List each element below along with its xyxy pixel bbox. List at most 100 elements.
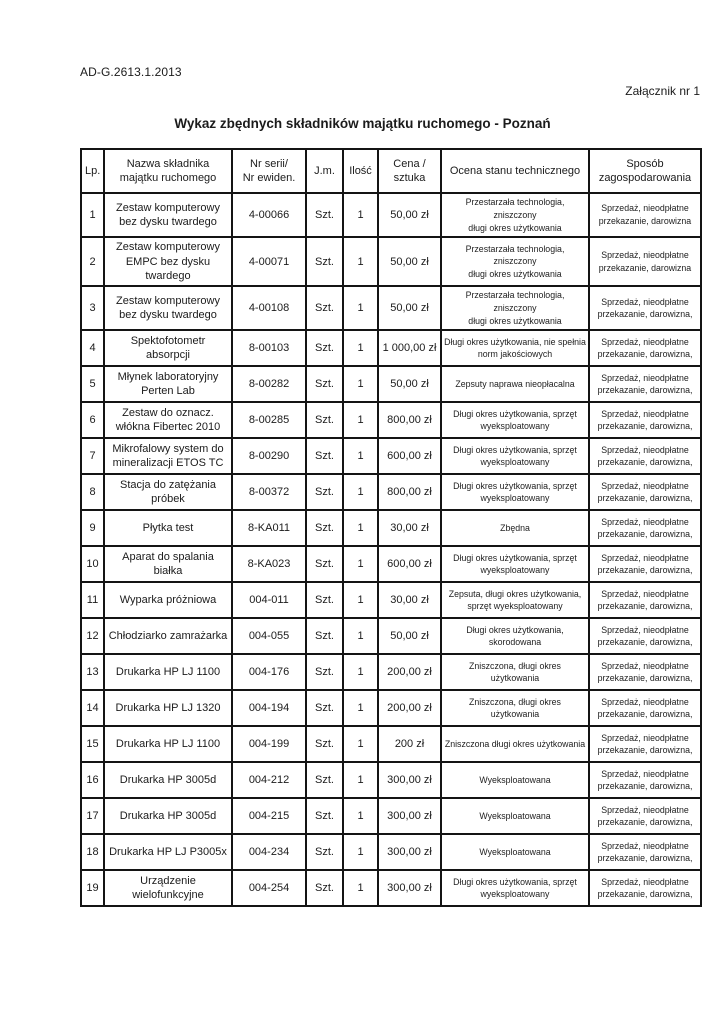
cell-price: 50,00 zł: [377, 285, 442, 332]
table-row: 13 Drukarka HP LJ 1100 004-176 Szt. 1 20…: [80, 653, 702, 692]
cell-disposal: Sprzedaż, nieodpłatne przekazanie, darow…: [588, 761, 702, 800]
cell-condition: Zniszczona, długi okres użytkowania: [440, 653, 590, 692]
cell-name: Wyparka próżniowa: [103, 581, 233, 620]
cell-disposal: Sprzedaż, nieodpłatne przekazanie, darow…: [588, 509, 702, 548]
cell-name: Zestaw komputerowy bez dysku twardego: [103, 191, 233, 239]
cell-lp: 1: [80, 191, 105, 239]
table-row: 11 Wyparka próżniowa 004-011 Szt. 1 30,0…: [80, 581, 702, 620]
header-serial: Nr serii/ Nr ewiden.: [231, 148, 307, 194]
cell-lp: 13: [80, 653, 105, 692]
cell-name: Zestaw komputerowy EMPC bez dysku twarde…: [103, 236, 233, 288]
cell-qty: 1: [342, 797, 379, 836]
cell-unit: Szt.: [305, 653, 344, 692]
cell-qty: 1: [342, 437, 379, 476]
cell-qty: 1: [342, 191, 379, 239]
cell-price: 50,00 zł: [377, 365, 442, 404]
cell-condition: Przestarzała technologia, zniszczony dłu…: [440, 191, 590, 239]
table-row: 10 Aparat do spalania białka 8-KA023 Szt…: [80, 545, 702, 584]
cell-serial: 8-KA011: [231, 509, 307, 548]
cell-price: 1 000,00 zł: [377, 329, 442, 368]
cell-disposal: Sprzedaż, nieodpłatne przekazanie, darow…: [588, 329, 702, 368]
cell-unit: Szt.: [305, 617, 344, 656]
page-title: Wykaz zbędnych składników majątku ruchom…: [174, 116, 551, 131]
cell-disposal: Sprzedaż, nieodpłatne przekazanie, darow…: [588, 285, 702, 332]
cell-condition: Przestarzała technologia, zniszczony dłu…: [440, 236, 590, 288]
table-row: 3 Zestaw komputerowy bez dysku twardego …: [80, 285, 702, 332]
table-row: 5 Młynek laboratoryjny Perten Lab 8-0028…: [80, 365, 702, 404]
table-row: 9 Płytka test 8-KA011 Szt. 1 30,00 zł Zb…: [80, 509, 702, 548]
cell-price: 30,00 zł: [377, 581, 442, 620]
cell-disposal: Sprzedaż, nieodpłatne przekazanie, darow…: [588, 869, 702, 908]
header-price: Cena / sztuka: [377, 148, 442, 194]
cell-lp: 11: [80, 581, 105, 620]
cell-unit: Szt.: [305, 401, 344, 440]
cell-condition: Długi okres użytkowania, sprzęt wyeksplo…: [440, 869, 590, 908]
cell-serial: 004-055: [231, 617, 307, 656]
cell-serial: 004-194: [231, 689, 307, 728]
cell-price: 200 zł: [377, 725, 442, 764]
cell-unit: Szt.: [305, 797, 344, 836]
cell-serial: 8-00372: [231, 473, 307, 512]
cell-unit: Szt.: [305, 437, 344, 476]
attachment-label: Załącznik nr 1: [625, 84, 700, 98]
cell-name: Drukarka HP 3005d: [103, 797, 233, 836]
cell-unit: Szt.: [305, 761, 344, 800]
cell-name: Drukarka HP LJ 1100: [103, 725, 233, 764]
cell-lp: 2: [80, 236, 105, 288]
cell-condition: Zniszczona długi okres użytkowania: [440, 725, 590, 764]
table-row: 17 Drukarka HP 3005d 004-215 Szt. 1 300,…: [80, 797, 702, 836]
cell-lp: 6: [80, 401, 105, 440]
table-row: 19 Urządzenie wielofunkcyjne 004-254 Szt…: [80, 869, 702, 908]
cell-serial: 8-00282: [231, 365, 307, 404]
cell-price: 300,00 zł: [377, 797, 442, 836]
cell-lp: 7: [80, 437, 105, 476]
cell-name: Młynek laboratoryjny Perten Lab: [103, 365, 233, 404]
cell-lp: 17: [80, 797, 105, 836]
cell-name: Zestaw do oznacz. włókna Fibertec 2010: [103, 401, 233, 440]
cell-name: Drukarka HP LJ 1320: [103, 689, 233, 728]
cell-serial: 4-00066: [231, 191, 307, 239]
cell-name: Drukarka HP LJ P3005x: [103, 833, 233, 872]
cell-lp: 8: [80, 473, 105, 512]
cell-qty: 1: [342, 509, 379, 548]
cell-disposal: Sprzedaż, nieodpłatne przekazanie, darow…: [588, 473, 702, 512]
cell-name: Mikrofalowy system do mineralizacji ETOS…: [103, 437, 233, 476]
cell-unit: Szt.: [305, 581, 344, 620]
cell-serial: 004-011: [231, 581, 307, 620]
cell-price: 300,00 zł: [377, 761, 442, 800]
cell-lp: 3: [80, 285, 105, 332]
cell-price: 600,00 zł: [377, 437, 442, 476]
cell-serial: 4-00071: [231, 236, 307, 288]
cell-qty: 1: [342, 365, 379, 404]
cell-price: 50,00 zł: [377, 191, 442, 239]
cell-price: 200,00 zł: [377, 653, 442, 692]
cell-condition: Wyeksploatowana: [440, 761, 590, 800]
cell-condition: Długi okres użytkowania, sprzęt wyeksplo…: [440, 401, 590, 440]
cell-qty: 1: [342, 285, 379, 332]
cell-condition: Wyeksploatowana: [440, 797, 590, 836]
cell-unit: Szt.: [305, 689, 344, 728]
table-row: 4 Spektofotometr absorpcji 8-00103 Szt. …: [80, 329, 702, 368]
cell-lp: 16: [80, 761, 105, 800]
cell-price: 800,00 zł: [377, 401, 442, 440]
cell-serial: 004-234: [231, 833, 307, 872]
cell-condition: Wyeksploatowana: [440, 833, 590, 872]
table-body: 1 Zestaw komputerowy bez dysku twardego …: [80, 191, 702, 908]
cell-serial: 004-199: [231, 725, 307, 764]
cell-disposal: Sprzedaż, nieodpłatne przekazanie, darow…: [588, 236, 702, 288]
table-header-row: Lp. Nazwa składnika majątku ruchomego Nr…: [80, 148, 702, 194]
cell-serial: 004-254: [231, 869, 307, 908]
cell-name: Płytka test: [103, 509, 233, 548]
cell-unit: Szt.: [305, 725, 344, 764]
cell-serial: 004-176: [231, 653, 307, 692]
cell-disposal: Sprzedaż, nieodpłatne przekazanie, darow…: [588, 365, 702, 404]
cell-disposal: Sprzedaż, nieodpłatne przekazanie, darow…: [588, 545, 702, 584]
cell-serial: 004-215: [231, 797, 307, 836]
cell-qty: 1: [342, 653, 379, 692]
cell-lp: 14: [80, 689, 105, 728]
cell-disposal: Sprzedaż, nieodpłatne przekazanie, darow…: [588, 689, 702, 728]
table-row: 6 Zestaw do oznacz. włókna Fibertec 2010…: [80, 401, 702, 440]
header-name: Nazwa składnika majątku ruchomego: [103, 148, 233, 194]
cell-condition: Przestarzała technologia, zniszczony dłu…: [440, 285, 590, 332]
